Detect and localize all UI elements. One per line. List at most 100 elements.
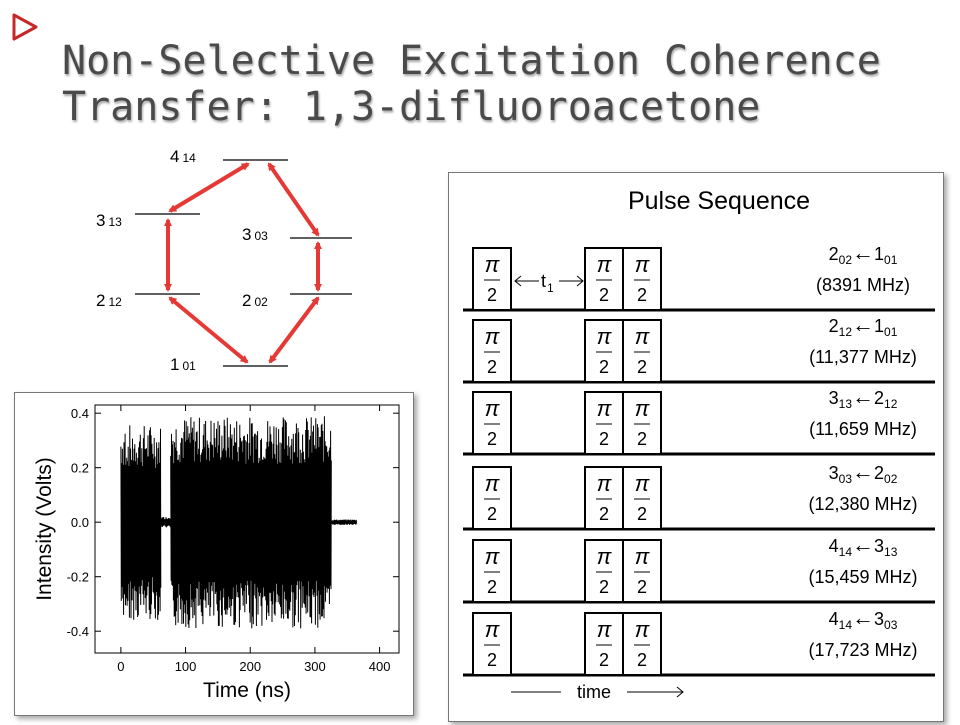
pulse-first: π2 [472, 247, 512, 311]
pulse-first: π2 [472, 466, 512, 530]
pulse-second: π2 [584, 466, 624, 530]
transition-label: 303←202 [829, 459, 898, 486]
x-tick-label: 200 [239, 659, 261, 674]
pulse-denominator: 2 [487, 429, 497, 449]
pulse-sequence-title: Pulse Sequence [628, 187, 810, 215]
pulse-denominator: 2 [487, 285, 497, 305]
pulse-pi-symbol: π [597, 617, 613, 642]
pulse-second: π2 [622, 466, 662, 530]
pulse-pi-symbol: π [635, 252, 651, 277]
pulse-denominator: 2 [599, 285, 609, 305]
delay-t1-marker [514, 275, 584, 287]
chart-frame [94, 404, 400, 654]
level-label-3-03: 3 03 [242, 225, 268, 244]
x-tick-label: 300 [304, 659, 326, 674]
pulse-second: π2 [622, 319, 662, 383]
chart-xlabel: Time (ns) [203, 679, 291, 702]
signal-segment-0 [120, 425, 162, 620]
signal-segment-1 [160, 517, 172, 528]
level-label-3-13: 3 13 [96, 211, 122, 230]
pulse-first: π2 [472, 391, 512, 455]
pulse-pi-symbol: π [485, 544, 501, 569]
transition-frequency: (12,380 MHz) [808, 494, 917, 514]
pulse-second: π2 [584, 247, 624, 311]
pulse-pi-symbol: π [635, 396, 651, 421]
pulse-box [472, 319, 512, 383]
x-tick-label: 0 [117, 659, 124, 674]
pulse-second: π2 [584, 319, 624, 383]
x-tick-label: 400 [369, 659, 391, 674]
pulse-box [622, 612, 662, 676]
fid-chart-panel: 0 100 200 300 400 0.4 0.2 0.0 -0.2 -0.4 Intensity… [14, 392, 414, 716]
chart-plot-area [120, 416, 358, 629]
pulse-denominator: 2 [599, 577, 609, 597]
transition-arrow-4-3-03 [267, 162, 320, 237]
pulse-first: π2 [472, 539, 512, 603]
pulse-box [584, 539, 624, 603]
pulse-box [584, 612, 624, 676]
pulse-pi-symbol: π [635, 544, 651, 569]
pulse-denominator: 2 [637, 650, 647, 670]
signal-segment-2 [170, 416, 332, 629]
pulse-pi-symbol: π [485, 471, 501, 496]
chart-ylabel: Intensity (Volts) [33, 457, 56, 601]
pulse-denominator: 2 [487, 650, 497, 670]
pulse-second: π2 [584, 539, 624, 603]
level-label-4-14: 4 14 [170, 147, 196, 166]
level-label-2-02: 2 02 [242, 291, 268, 310]
pulse-pi-symbol: π [635, 471, 651, 496]
pulse-box [622, 319, 662, 383]
delay-t1-label: t1 [541, 271, 554, 295]
pulse-pi-symbol: π [485, 324, 501, 349]
y-tick-label: -0.4 [67, 624, 89, 639]
pulse-pi-symbol: π [485, 617, 501, 642]
pulse-second: π2 [622, 539, 662, 603]
transition-label: 212←101 [829, 312, 898, 339]
pulse-pi-symbol: π [597, 471, 613, 496]
pulse-second: π2 [622, 391, 662, 455]
pulse-denominator: 2 [637, 577, 647, 597]
energy-level-diagram: 4 14 3 13 3 03 2 12 2 02 1 01 [96, 147, 352, 374]
pulse-pi-symbol: π [635, 324, 651, 349]
pulse-first: π2 [472, 319, 512, 383]
time-axis-arrow [511, 686, 684, 698]
transition-arrow-2-02-1-01 [268, 296, 320, 364]
transition-label: 313←212 [829, 384, 898, 411]
pulse-second: π2 [622, 247, 662, 311]
pulse-box [622, 539, 662, 603]
transition-label: 414←313 [829, 532, 898, 559]
pulse-sequence-panel: Pulse Sequence π 2 π 2 π 2 202←101 (8391 MHz) π 2… [448, 172, 944, 722]
pulse-pi-symbol: π [597, 324, 613, 349]
pulse-box [584, 466, 624, 530]
pulse-denominator: 2 [599, 357, 609, 377]
pulse-pi-symbol: π [485, 252, 501, 277]
transition-label: 414←303 [829, 605, 898, 632]
y-tick-label: -0.2 [67, 570, 89, 585]
pulse-denominator: 2 [487, 504, 497, 524]
transition-frequency: (15,459 MHz) [808, 567, 917, 587]
pulse-denominator: 2 [637, 285, 647, 305]
y-tick-label: 0.4 [71, 406, 89, 421]
transition-arrow-2-12-1-01 [168, 296, 249, 364]
pulse-box [472, 612, 512, 676]
slide-title-line1: Non-Selective Excitation Coherence [62, 38, 881, 84]
pulse-box [472, 391, 512, 455]
pulse-second: π2 [622, 612, 662, 676]
level-label-1-01: 1 01 [170, 355, 196, 374]
level-label-2-12: 2 12 [96, 291, 122, 310]
pulse-denominator: 2 [599, 650, 609, 670]
pulse-box [472, 247, 512, 311]
pulse-second: π2 [584, 391, 624, 455]
pulse-denominator: 2 [599, 429, 609, 449]
pulse-first: π2 [472, 612, 512, 676]
pulse-pi-symbol: π [485, 396, 501, 421]
transition-label: 202←101 [829, 240, 898, 267]
pulse-box [472, 539, 512, 603]
